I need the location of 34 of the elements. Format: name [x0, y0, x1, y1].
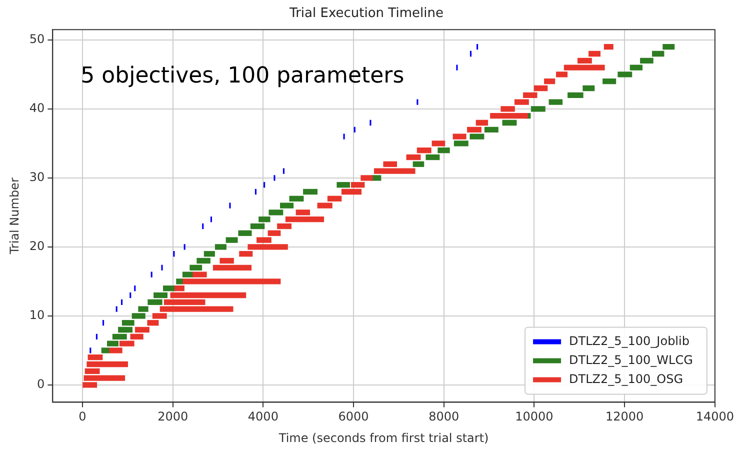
x-axis-title: Time (seconds from first trial start)	[278, 430, 489, 445]
x-tick-label: 14000	[696, 410, 734, 424]
bar	[604, 44, 614, 50]
legend-label: DTLZ2_5_100_Joblib	[569, 334, 690, 348]
bar	[454, 140, 468, 146]
x-tick-label: 0	[78, 410, 86, 424]
y-tick-label: 0	[37, 377, 45, 392]
annotation: 5 objectives, 100 parameters	[80, 63, 404, 88]
legend-label: DTLZ2_5_100_OSG	[569, 372, 684, 386]
y-tick-label: 50	[29, 32, 45, 46]
bar	[502, 120, 517, 126]
legend-label: DTLZ2_5_100_WLCG	[569, 352, 693, 367]
x-tick-label: 2000	[158, 410, 188, 424]
x-tick-label: 12000	[605, 410, 644, 424]
y-tick-label: 40	[29, 101, 45, 116]
bar	[432, 140, 446, 146]
bar	[336, 182, 350, 188]
bar	[602, 78, 616, 84]
x-tick-label: 8000	[428, 410, 460, 424]
y-tick-label: 30	[29, 170, 45, 184]
y-tick-label: 20	[29, 239, 45, 254]
x-tick-label: 10000	[515, 410, 554, 424]
x-tick-label: 4000	[248, 410, 278, 424]
chart-title: Trial Execution Timeline	[288, 6, 444, 22]
y-axis-title: Trial Number	[7, 178, 22, 256]
bar	[484, 126, 498, 132]
bar	[548, 99, 563, 105]
bar	[176, 278, 184, 284]
x-tick-label: 6000	[338, 410, 369, 424]
y-tick-label: 10	[29, 308, 45, 322]
bar	[530, 106, 546, 112]
bar	[470, 134, 484, 140]
bar	[412, 161, 424, 167]
bar	[452, 134, 466, 140]
